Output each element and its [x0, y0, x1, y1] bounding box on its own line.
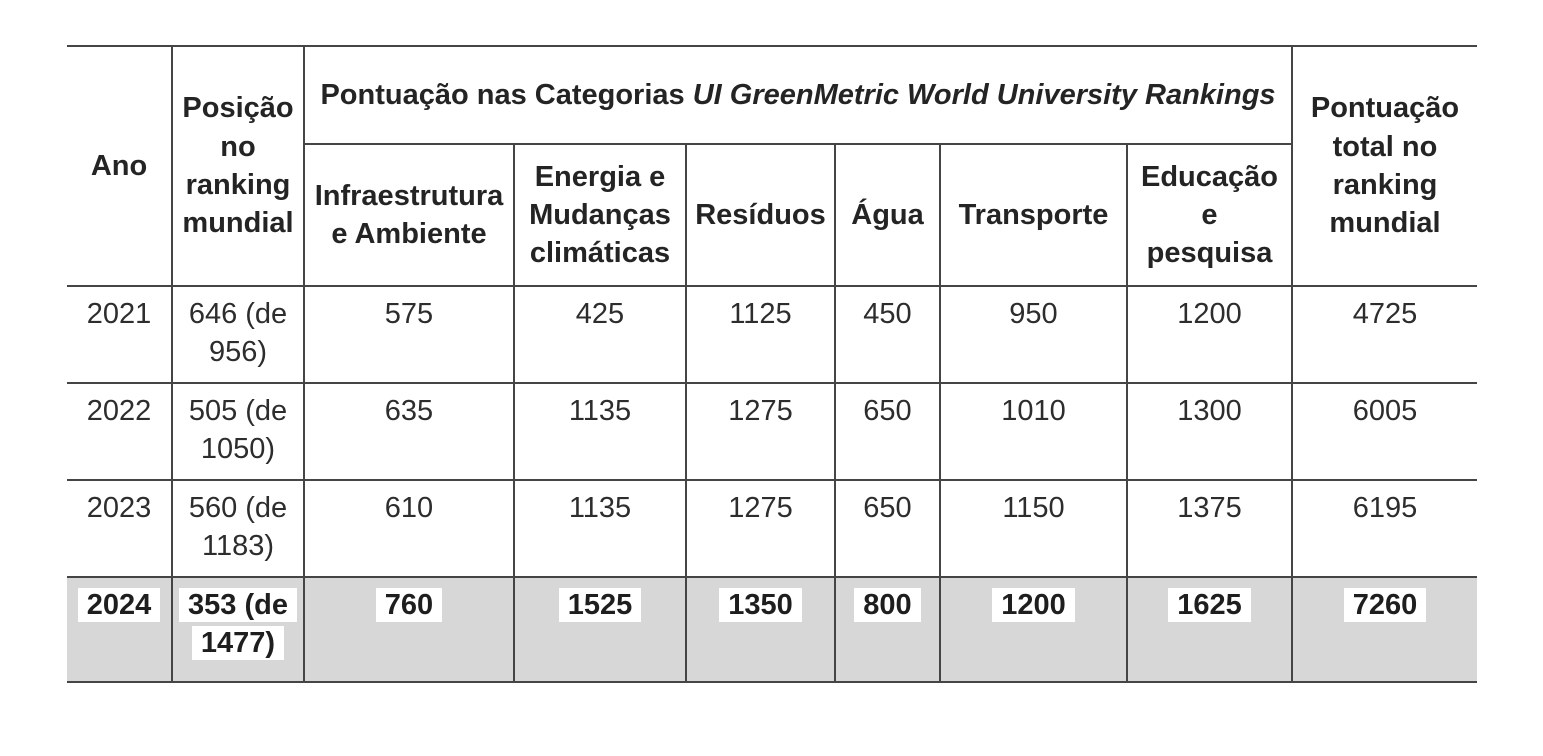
rank-position-cell: 505 (de 1050) — [171, 382, 305, 481]
year-cell: 2021 — [67, 285, 173, 384]
header-transport: Transporte — [939, 143, 1128, 287]
header-energy-climate: Energia e Mudanças climáticas — [513, 143, 687, 287]
score-cell-education: 1375 — [1126, 479, 1293, 578]
score-cell-energy: 425 — [513, 285, 687, 384]
score-cell-waste: 1275 — [685, 479, 836, 578]
score-cell-transport: 1200 — [939, 576, 1128, 683]
year-cell: 2023 — [67, 479, 173, 578]
header-categories-prefix: Pontuação nas Categorias — [320, 78, 693, 111]
table-row-2021: 2021 646 (de 956) 575 425 1125 450 950 1… — [67, 285, 1477, 384]
header-row-main: Ano Posição no ranking mundial Pontuação… — [67, 45, 1477, 287]
score-cell-water: 800 — [834, 576, 941, 683]
score-cell-waste: 1125 — [685, 285, 836, 384]
score-cell-transport: 950 — [939, 285, 1128, 384]
score-cell-water: 650 — [834, 382, 941, 481]
header-categories-group: Pontuação nas Categorias UI GreenMetric … — [303, 45, 1293, 145]
table-row-2024-highlighted: 2024 353 (de 1477) 760 1525 1350 800 120… — [67, 576, 1477, 683]
greenmetric-rankings-table: Ano Posição no ranking mundial Pontuação… — [67, 45, 1477, 683]
rank-position-cell: 646 (de 956) — [171, 285, 305, 384]
rank-position-cell: 560 (de 1183) — [171, 479, 305, 578]
score-cell-transport: 1010 — [939, 382, 1128, 481]
score-cell-waste: 1275 — [685, 382, 836, 481]
header-education-research: Educação e pesquisa — [1126, 143, 1292, 287]
header-world-ranking-position: Posição no ranking mundial — [171, 45, 305, 287]
total-score-cell: 6005 — [1291, 382, 1477, 481]
score-cell-water: 650 — [834, 479, 941, 578]
score-cell-education: 1625 — [1126, 576, 1293, 683]
header-total-score: Pontuação total no ranking mundial — [1291, 45, 1477, 287]
header-water: Água — [834, 143, 941, 287]
total-score-cell: 6195 — [1291, 479, 1477, 578]
score-cell-water: 450 — [834, 285, 941, 384]
header-row-subcategories: Infraestrutura e Ambiente Energia e Muda… — [67, 143, 1477, 287]
score-cell-energy: 1135 — [513, 479, 687, 578]
rank-position-cell: 353 (de 1477) — [171, 576, 305, 683]
score-cell-energy: 1135 — [513, 382, 687, 481]
header-categories-title: UI GreenMetric World University Rankings — [692, 78, 1276, 111]
header-infrastructure: Infraestrutura e Ambiente — [304, 143, 515, 287]
header-year: Ano — [67, 45, 173, 287]
year-cell: 2022 — [67, 382, 173, 481]
score-cell-infrastructure: 610 — [303, 479, 515, 578]
score-cell-energy: 1525 — [513, 576, 687, 683]
total-score-cell: 4725 — [1291, 285, 1477, 384]
score-cell-waste: 1350 — [685, 576, 836, 683]
score-cell-infrastructure: 575 — [303, 285, 515, 384]
score-cell-education: 1200 — [1126, 285, 1293, 384]
year-cell: 2024 — [67, 576, 173, 683]
score-cell-infrastructure: 760 — [303, 576, 515, 683]
table-row-2022: 2022 505 (de 1050) 635 1135 1275 650 101… — [67, 382, 1477, 481]
rankings-table-container: Ano Posição no ranking mundial Pontuação… — [67, 45, 1477, 683]
score-cell-transport: 1150 — [939, 479, 1128, 578]
total-score-cell: 7260 — [1291, 576, 1477, 683]
score-cell-infrastructure: 635 — [303, 382, 515, 481]
table-row-2023: 2023 560 (de 1183) 610 1135 1275 650 115… — [67, 479, 1477, 578]
score-cell-education: 1300 — [1126, 382, 1293, 481]
header-waste: Resíduos — [685, 143, 836, 287]
